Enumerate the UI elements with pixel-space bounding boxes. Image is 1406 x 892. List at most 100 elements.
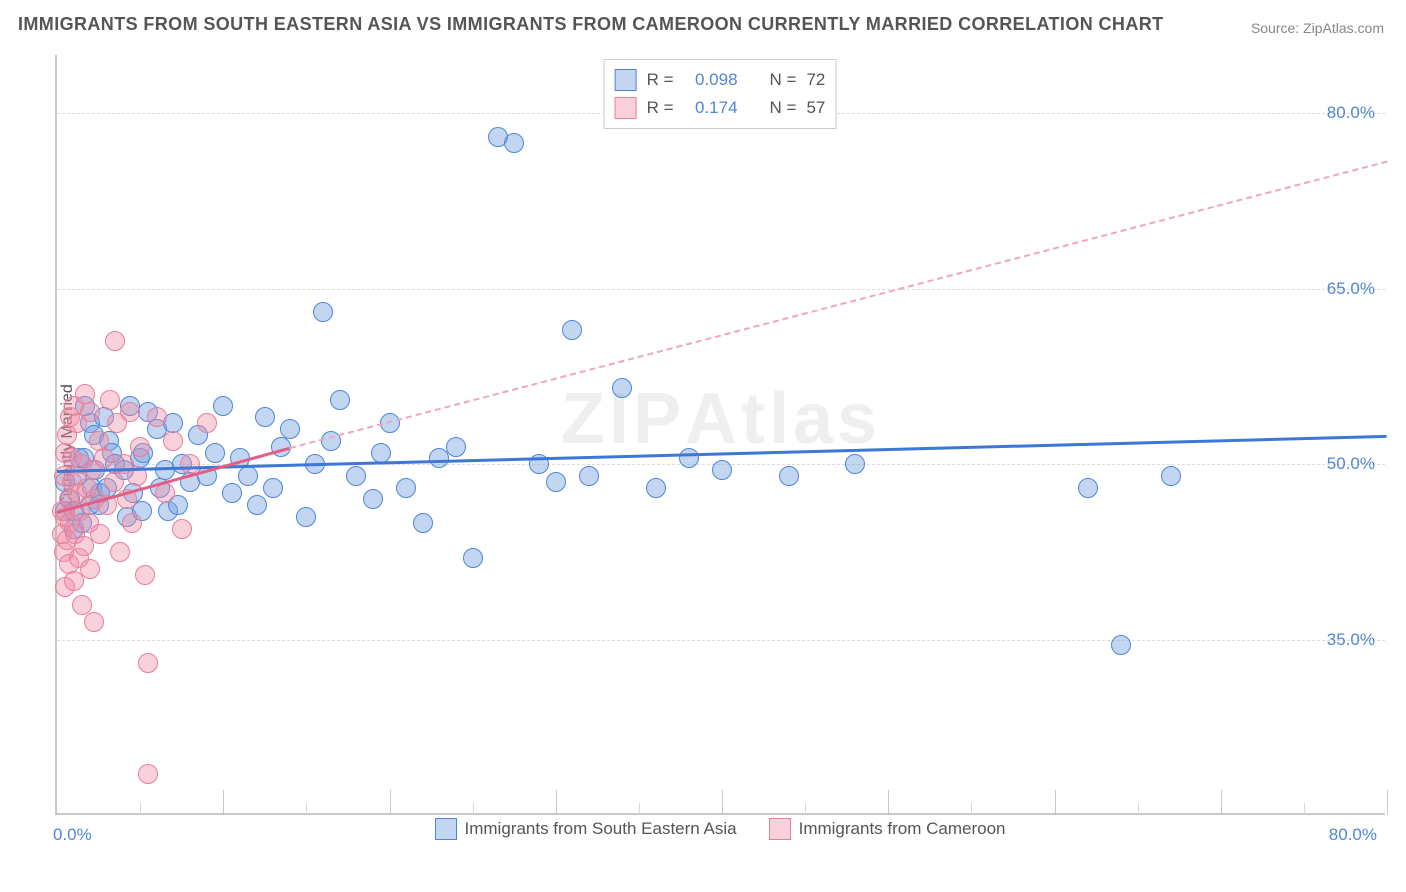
data-point	[1111, 635, 1131, 655]
data-point	[346, 466, 366, 486]
data-point	[546, 472, 566, 492]
x-tick-major	[888, 790, 889, 815]
data-point	[255, 407, 275, 427]
y-tick-label: 80.0%	[1327, 103, 1375, 123]
source-attribution: Source: ZipAtlas.com	[1251, 20, 1384, 36]
legend-n-label: N =	[770, 66, 797, 94]
data-point	[296, 507, 316, 527]
data-point	[122, 513, 142, 533]
data-point	[213, 396, 233, 416]
legend-r-label: R =	[647, 94, 674, 122]
x-tick-minor	[971, 803, 972, 815]
data-point	[371, 443, 391, 463]
data-point	[130, 437, 150, 457]
legend-item: Immigrants from South Eastern Asia	[435, 818, 737, 840]
data-point	[172, 519, 192, 539]
data-point	[413, 513, 433, 533]
data-point	[205, 443, 225, 463]
data-point	[463, 548, 483, 568]
data-point	[779, 466, 799, 486]
legend-swatch	[435, 818, 457, 840]
y-tick-label: 35.0%	[1327, 630, 1375, 650]
data-point	[263, 478, 283, 498]
data-point	[72, 595, 92, 615]
data-point	[238, 466, 258, 486]
legend-r-label: R =	[647, 66, 674, 94]
x-tick-major	[1387, 790, 1388, 815]
data-point	[504, 133, 524, 153]
legend-swatch	[615, 97, 637, 119]
data-point	[396, 478, 416, 498]
x-tick-minor	[473, 803, 474, 815]
legend-n-label: N =	[770, 94, 797, 122]
gridline	[57, 289, 1385, 290]
data-point	[138, 764, 158, 784]
chart-title: IMMIGRANTS FROM SOUTH EASTERN ASIA VS IM…	[18, 14, 1164, 35]
data-point	[446, 437, 466, 457]
series-legend: Immigrants from South Eastern Asia Immigr…	[55, 818, 1385, 845]
data-point	[155, 483, 175, 503]
data-point	[84, 612, 104, 632]
data-point	[105, 331, 125, 351]
data-point	[679, 448, 699, 468]
legend-r-value: 0.174	[684, 94, 738, 122]
gridline	[57, 640, 1385, 641]
data-point	[100, 390, 120, 410]
legend-swatch	[769, 818, 791, 840]
x-tick-major	[1055, 790, 1056, 815]
data-point	[280, 419, 300, 439]
chart-area: ZIPAtlas 35.0%50.0%65.0%80.0%0.0%80.0% R…	[55, 55, 1385, 815]
data-point	[612, 378, 632, 398]
legend-row: R = 0.174 N = 57	[615, 94, 826, 122]
plot-region: ZIPAtlas 35.0%50.0%65.0%80.0%0.0%80.0%	[55, 55, 1385, 815]
data-point	[562, 320, 582, 340]
y-tick-label: 65.0%	[1327, 279, 1375, 299]
data-point	[80, 559, 100, 579]
data-point	[1161, 466, 1181, 486]
x-tick-major	[390, 790, 391, 815]
trend-line	[289, 160, 1387, 448]
legend-r-value: 0.098	[684, 66, 738, 94]
data-point	[845, 454, 865, 474]
data-point	[197, 413, 217, 433]
data-point	[1078, 478, 1098, 498]
correlation-legend: R = 0.098 N = 72 R = 0.174 N = 57	[604, 59, 837, 129]
data-point	[646, 478, 666, 498]
data-point	[363, 489, 383, 509]
data-point	[90, 524, 110, 544]
data-point	[330, 390, 350, 410]
x-tick-minor	[1138, 803, 1139, 815]
legend-row: R = 0.098 N = 72	[615, 66, 826, 94]
data-point	[120, 402, 140, 422]
data-point	[110, 542, 130, 562]
x-tick-major	[722, 790, 723, 815]
legend-swatch	[615, 69, 637, 91]
data-point	[712, 460, 732, 480]
data-point	[579, 466, 599, 486]
x-tick-minor	[306, 803, 307, 815]
data-point	[247, 495, 267, 515]
x-tick-minor	[805, 803, 806, 815]
data-point	[313, 302, 333, 322]
x-tick-major	[223, 790, 224, 815]
legend-n-value: 72	[806, 66, 825, 94]
x-tick-minor	[1304, 803, 1305, 815]
data-point	[94, 448, 114, 468]
x-tick-minor	[140, 803, 141, 815]
legend-item: Immigrants from Cameroon	[769, 818, 1006, 840]
x-tick-major	[556, 790, 557, 815]
data-point	[222, 483, 242, 503]
data-point	[163, 431, 183, 451]
legend-n-value: 57	[806, 94, 825, 122]
x-tick-minor	[639, 803, 640, 815]
data-point	[147, 407, 167, 427]
data-point	[138, 653, 158, 673]
data-point	[104, 472, 124, 492]
legend-series-label: Immigrants from South Eastern Asia	[465, 819, 737, 839]
watermark: ZIPAtlas	[561, 378, 881, 460]
legend-series-label: Immigrants from Cameroon	[799, 819, 1006, 839]
y-tick-label: 50.0%	[1327, 454, 1375, 474]
x-tick-major	[1221, 790, 1222, 815]
data-point	[135, 565, 155, 585]
data-point	[80, 402, 100, 422]
